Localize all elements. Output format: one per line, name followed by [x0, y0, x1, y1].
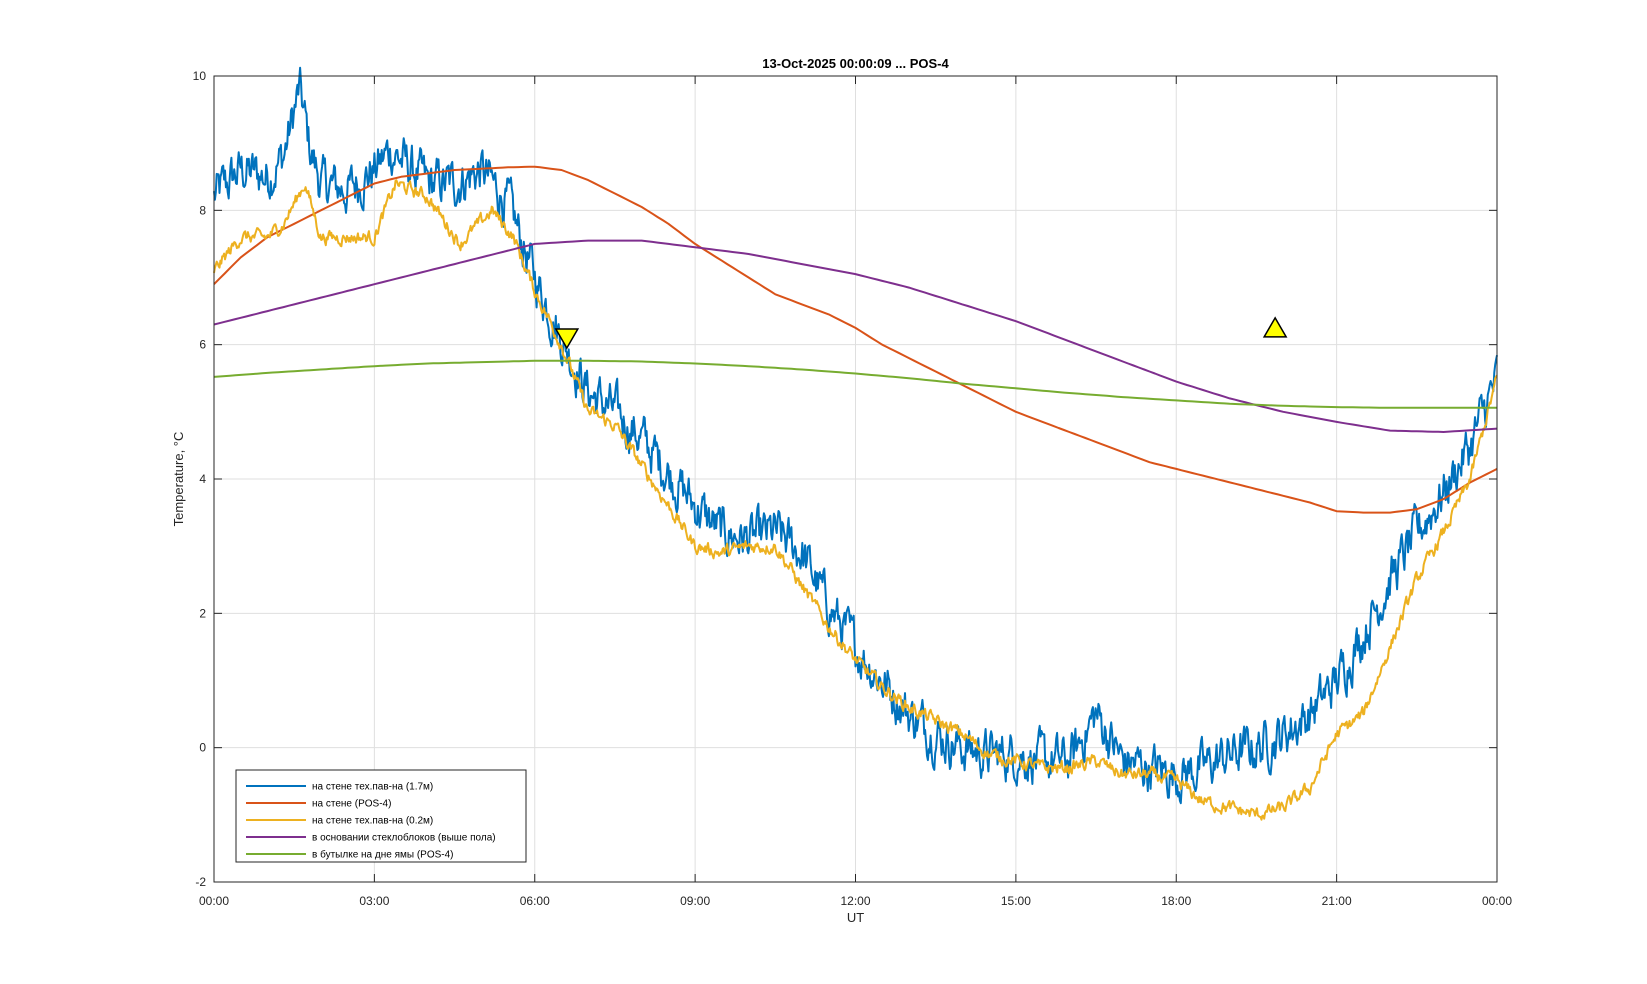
chart-title: 13-Oct-2025 00:00:09 ... POS-4 [762, 56, 949, 71]
y-tick-label: 6 [199, 338, 206, 352]
event-markers [554, 316, 1288, 350]
x-tick-label: 09:00 [680, 894, 710, 908]
y-tick-label: -2 [195, 875, 206, 889]
up-triangle-marker [1262, 316, 1288, 338]
x-axis-label: UT [847, 910, 864, 925]
series-line-5 [213, 359, 1497, 409]
data-lines [213, 66, 1498, 821]
x-tick-label: 03:00 [359, 894, 389, 908]
legend-label-3: на стене тех.пав-на (0.2м) [312, 816, 433, 827]
x-tick-label: 15:00 [1001, 894, 1031, 908]
legend-label-2: на стене (POS-4) [312, 799, 391, 810]
x-tick-label: 21:00 [1322, 894, 1352, 908]
y-tick-label: 2 [199, 606, 206, 620]
y-axis-label: Temperature, °C [171, 432, 186, 527]
x-tick-label: 00:00 [199, 894, 229, 908]
axis-ticks: 00:00 03:00 06:00 09:00 12:00 15:00 18:00 21:00… [193, 69, 1513, 908]
x-tick-label: 12:00 [840, 894, 870, 908]
y-tick-label: 8 [199, 203, 206, 217]
series-line-2 [213, 165, 1498, 514]
x-tick-label: 00:00 [1482, 894, 1512, 908]
x-tick-label: 06:00 [520, 894, 550, 908]
series-line-4 [213, 239, 1498, 433]
y-tick-label: 0 [199, 741, 206, 755]
y-tick-label: 4 [199, 472, 206, 486]
legend-label-4: в основании стеклоблоков (выше пола) [312, 832, 496, 844]
legend-label-1: на стене тех.пав-на (1.7м) [312, 782, 433, 793]
series-line-1 [213, 66, 1498, 805]
x-tick-label: 18:00 [1161, 894, 1191, 908]
legend: на стене тех.пав-на (1.7м) на стене (POS-… [235, 769, 527, 863]
grid [214, 76, 1497, 882]
down-triangle-marker [554, 328, 580, 350]
legend-label-5: в бутылке на дне ямы (POS-4) [312, 849, 454, 861]
y-tick-label: 10 [193, 69, 207, 83]
series-line-3 [213, 179, 1498, 821]
